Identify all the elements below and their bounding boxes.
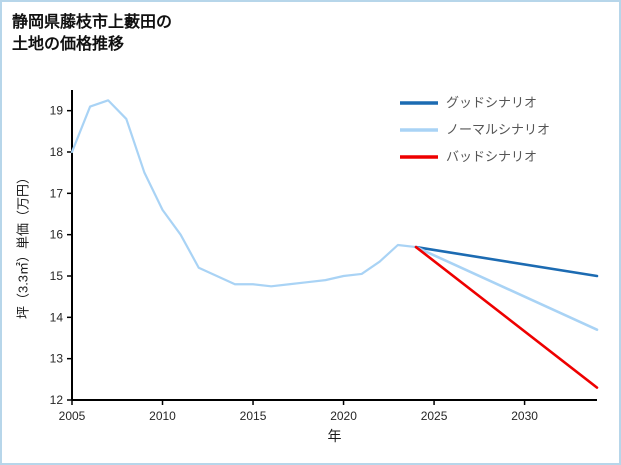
y-tick-label: 16: [50, 228, 64, 242]
y-tick-label: 13: [50, 352, 64, 366]
chart-title-line1: 静岡県藤枝市上藪田の: [12, 14, 173, 31]
x-tick-label: 2015: [240, 409, 267, 423]
legend-label-normal-scenario: ノーマルシナリオ: [446, 122, 550, 137]
y-tick-label: 12: [50, 393, 64, 407]
x-tick-label: 2030: [511, 409, 538, 423]
x-axis-label: 年: [327, 428, 342, 444]
y-tick-label: 15: [50, 269, 64, 283]
y-tick-label: 14: [50, 310, 64, 324]
y-tick-label: 18: [50, 145, 64, 159]
legend-label-good-scenario: グッドシナリオ: [446, 95, 537, 110]
legend-label-bad-scenario: バッドシナリオ: [446, 149, 537, 164]
series-line-bad-scenario: [414, 245, 599, 389]
x-tick-label: 2005: [59, 409, 86, 423]
series-line-actual: [70, 99, 418, 288]
series-line-normal-scenario: [414, 245, 599, 332]
y-tick-label: 17: [50, 186, 64, 200]
x-tick-label: 2010: [149, 409, 176, 423]
chart-title: 静岡県藤枝市上藪田の 土地の価格推移: [12, 12, 172, 55]
x-tick-label: 2025: [421, 409, 448, 423]
y-tick-label: 19: [50, 104, 64, 118]
x-tick-label: 2020: [330, 409, 357, 423]
series-line-good-scenario: [414, 245, 599, 278]
chart-title-line2: 土地の価格推移: [12, 35, 125, 53]
